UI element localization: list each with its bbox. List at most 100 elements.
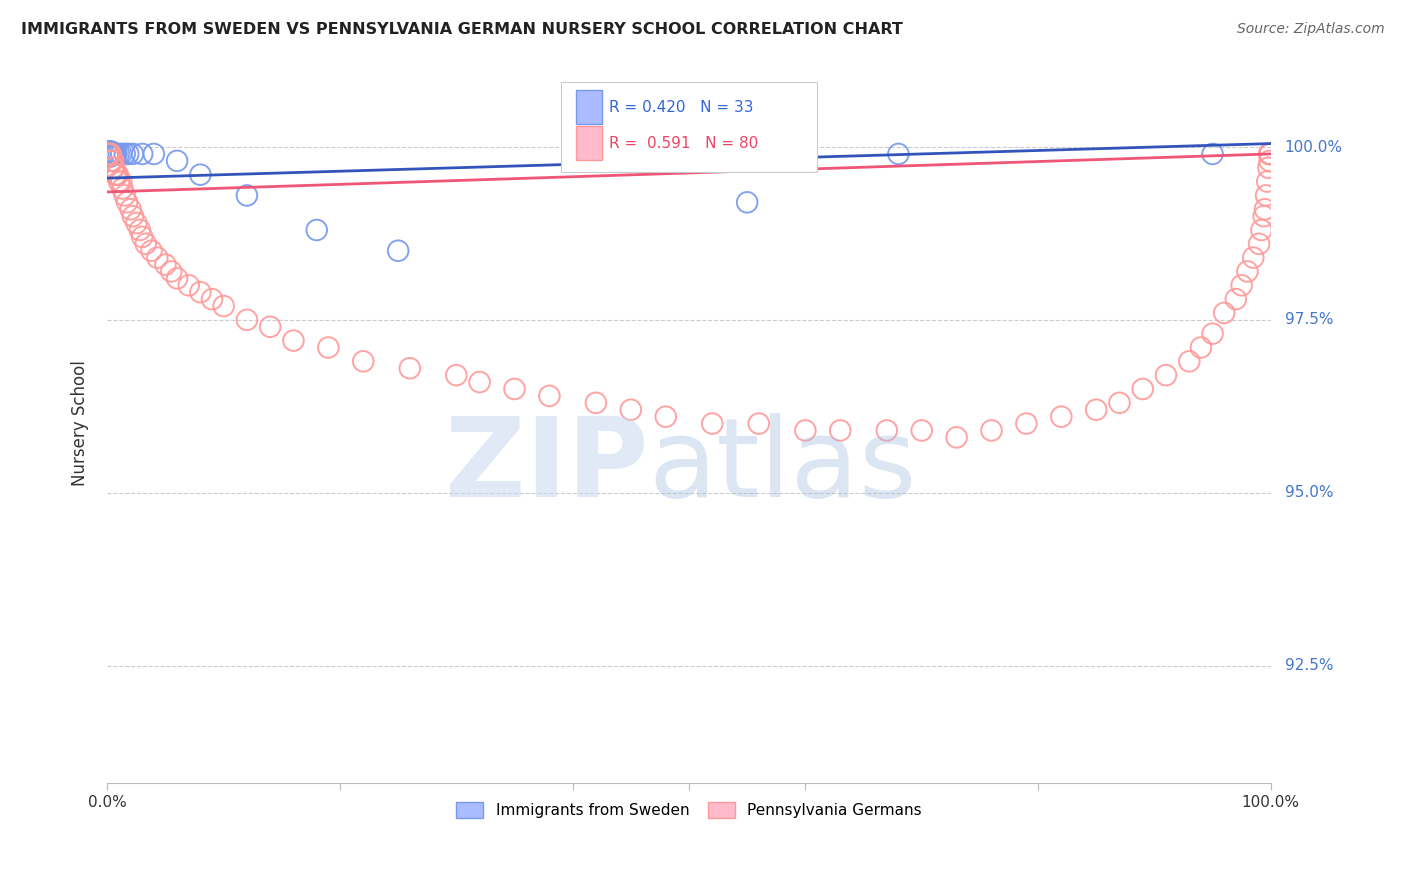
Point xyxy=(1015,417,1038,431)
Point xyxy=(190,285,212,300)
Point xyxy=(212,299,235,313)
Point xyxy=(794,424,817,438)
Point xyxy=(97,147,120,161)
Point xyxy=(103,161,125,175)
Text: 100.0%: 100.0% xyxy=(1285,139,1343,154)
Text: R =  0.591   N = 80: R = 0.591 N = 80 xyxy=(609,136,758,151)
Point xyxy=(1213,306,1236,320)
Point xyxy=(98,147,121,161)
Point xyxy=(100,153,122,168)
Bar xyxy=(576,90,602,125)
Point xyxy=(101,153,124,168)
Point xyxy=(1230,278,1253,293)
Point xyxy=(1189,341,1212,355)
FancyBboxPatch shape xyxy=(561,82,817,172)
Point xyxy=(702,417,724,431)
Point xyxy=(117,147,139,161)
Point xyxy=(1201,147,1223,161)
Text: atlas: atlas xyxy=(648,413,917,520)
Point xyxy=(887,147,910,161)
Point xyxy=(1258,147,1281,161)
Point xyxy=(735,195,758,210)
Text: IMMIGRANTS FROM SWEDEN VS PENNSYLVANIA GERMAN NURSERY SCHOOL CORRELATION CHART: IMMIGRANTS FROM SWEDEN VS PENNSYLVANIA G… xyxy=(21,22,903,37)
Point xyxy=(146,251,169,265)
Point xyxy=(101,147,124,161)
Point xyxy=(101,147,124,161)
Point xyxy=(100,147,122,161)
Point xyxy=(101,153,124,168)
Point xyxy=(108,175,131,189)
Point xyxy=(97,147,120,161)
Point xyxy=(105,168,128,182)
Point xyxy=(160,264,183,278)
Legend: Immigrants from Sweden, Pennsylvania Germans: Immigrants from Sweden, Pennsylvania Ger… xyxy=(449,795,929,826)
Point xyxy=(166,271,188,285)
Point xyxy=(201,292,224,306)
Point xyxy=(1108,396,1130,410)
Point xyxy=(1236,264,1258,278)
Point xyxy=(135,236,157,251)
Point xyxy=(97,147,120,161)
Point xyxy=(830,424,852,438)
Text: 95.0%: 95.0% xyxy=(1285,485,1333,500)
Point xyxy=(283,334,305,348)
Point xyxy=(111,181,134,195)
Y-axis label: Nursery School: Nursery School xyxy=(72,360,89,486)
Point xyxy=(1253,209,1275,223)
Point xyxy=(1132,382,1154,396)
Point xyxy=(1256,175,1278,189)
Point xyxy=(108,147,131,161)
Point xyxy=(128,223,150,237)
Point xyxy=(114,188,136,202)
Point xyxy=(166,153,188,168)
Point xyxy=(1249,236,1271,251)
Point xyxy=(1050,409,1073,424)
Point xyxy=(98,147,121,161)
Point xyxy=(1178,354,1201,368)
Point xyxy=(110,175,132,189)
Point xyxy=(318,341,340,355)
Point xyxy=(352,354,374,368)
Point xyxy=(142,147,165,161)
Point xyxy=(190,168,212,182)
Point xyxy=(104,168,127,182)
Point xyxy=(97,147,120,161)
Point xyxy=(141,244,163,258)
Point xyxy=(100,147,122,161)
Point xyxy=(446,368,468,383)
Point xyxy=(1225,292,1247,306)
Point xyxy=(748,417,770,431)
Point xyxy=(236,188,259,202)
Bar xyxy=(576,126,602,161)
Point xyxy=(1258,153,1281,168)
Point xyxy=(155,258,177,272)
Point xyxy=(398,361,420,376)
Point xyxy=(101,147,124,161)
Point xyxy=(1154,368,1177,383)
Point xyxy=(305,223,328,237)
Text: R = 0.420   N = 33: R = 0.420 N = 33 xyxy=(609,100,754,115)
Point xyxy=(105,147,128,161)
Point xyxy=(97,147,120,161)
Point xyxy=(538,389,561,403)
Text: Source: ZipAtlas.com: Source: ZipAtlas.com xyxy=(1237,22,1385,37)
Point xyxy=(980,424,1002,438)
Point xyxy=(387,244,409,258)
Point xyxy=(945,430,967,444)
Point xyxy=(1250,223,1272,237)
Text: ZIP: ZIP xyxy=(444,413,648,520)
Point xyxy=(122,147,145,161)
Text: 92.5%: 92.5% xyxy=(1285,658,1333,673)
Point xyxy=(1258,147,1281,161)
Point xyxy=(503,382,526,396)
Point xyxy=(107,168,129,182)
Point xyxy=(1257,161,1279,175)
Point xyxy=(101,161,124,175)
Text: 97.5%: 97.5% xyxy=(1285,312,1333,327)
Point xyxy=(114,147,136,161)
Point xyxy=(876,424,898,438)
Point xyxy=(1241,251,1264,265)
Point xyxy=(98,147,121,161)
Point xyxy=(100,147,122,161)
Point xyxy=(259,319,281,334)
